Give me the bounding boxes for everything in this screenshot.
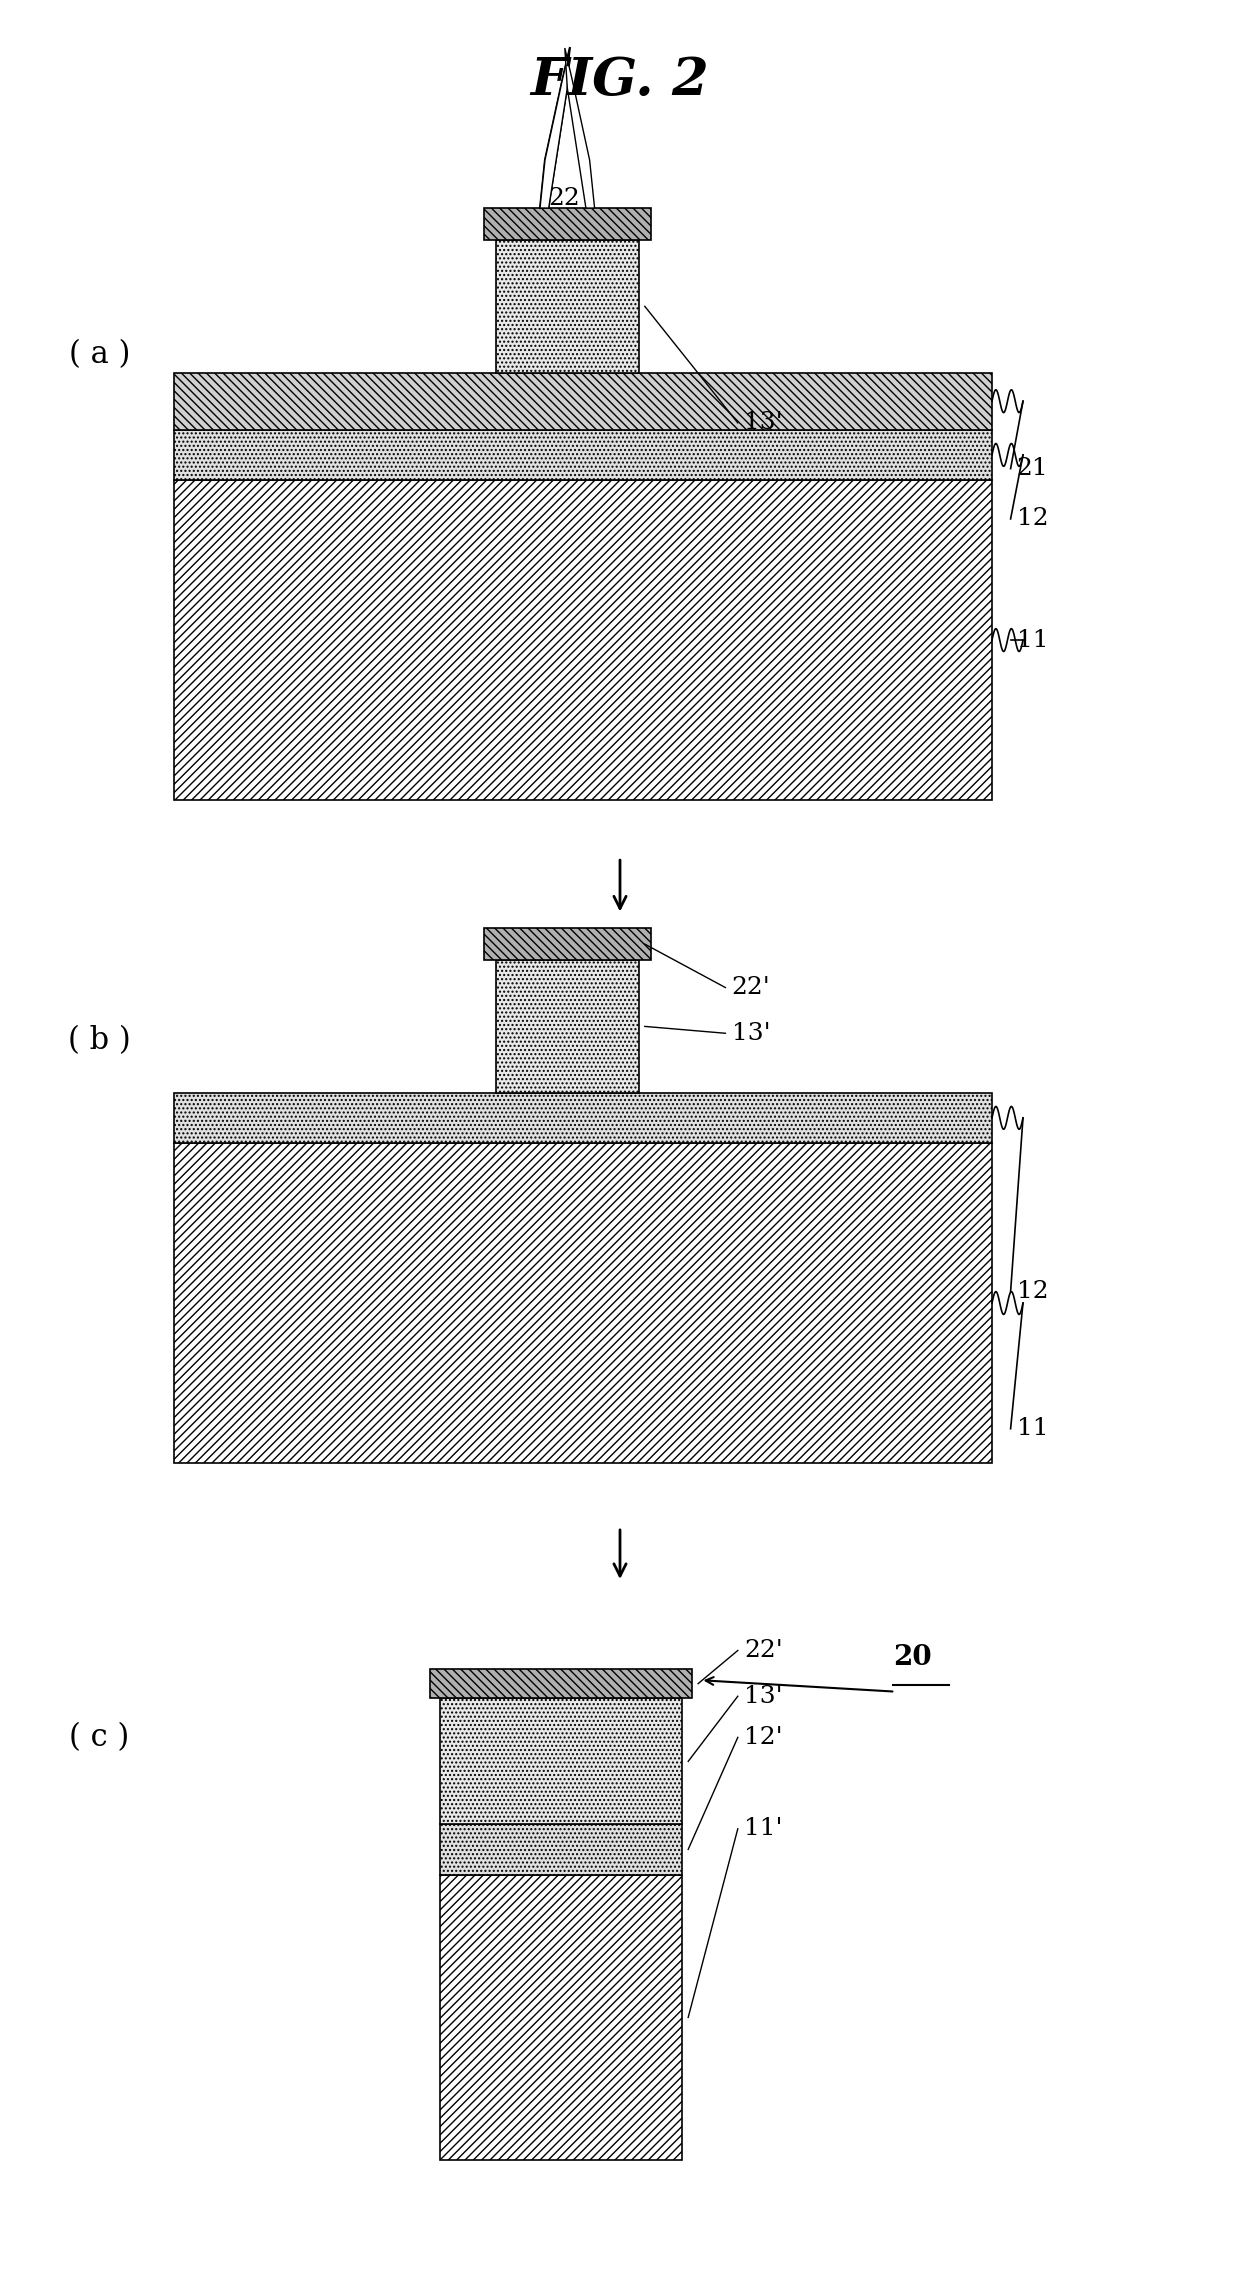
Text: 22: 22 [548, 187, 580, 210]
Text: 11: 11 [1017, 629, 1048, 652]
Bar [440, 1698, 682, 1824]
Text: ( a ): ( a ) [68, 338, 130, 370]
Bar [484, 928, 651, 960]
Text: 13': 13' [732, 1022, 770, 1045]
Bar [174, 1093, 992, 1143]
Text: 11: 11 [1017, 1417, 1048, 1440]
Text: FIG. 2: FIG. 2 [531, 55, 709, 105]
Text: 13': 13' [744, 1685, 782, 1708]
Text: 12': 12' [744, 1726, 782, 1749]
Bar [174, 480, 992, 800]
Text: 22': 22' [744, 1639, 782, 1662]
Bar [430, 1669, 692, 1698]
Bar [174, 430, 992, 480]
Bar [496, 240, 639, 373]
Text: 11': 11' [744, 1817, 782, 1840]
Text: 12: 12 [1017, 507, 1049, 530]
Text: 13': 13' [744, 411, 782, 434]
Bar [484, 208, 651, 240]
Text: ( b ): ( b ) [68, 1024, 130, 1056]
Polygon shape [541, 48, 569, 208]
Polygon shape [565, 48, 595, 208]
Text: ( c ): ( c ) [69, 1721, 129, 1753]
Text: 12: 12 [1017, 1280, 1049, 1303]
Bar [496, 960, 639, 1093]
Bar [174, 1143, 992, 1463]
Bar [440, 1824, 682, 1875]
Bar [174, 373, 992, 430]
Bar [440, 1875, 682, 2160]
Text: 21: 21 [1017, 457, 1049, 480]
Text: 22': 22' [732, 976, 770, 999]
Text: 20: 20 [893, 1644, 931, 1671]
